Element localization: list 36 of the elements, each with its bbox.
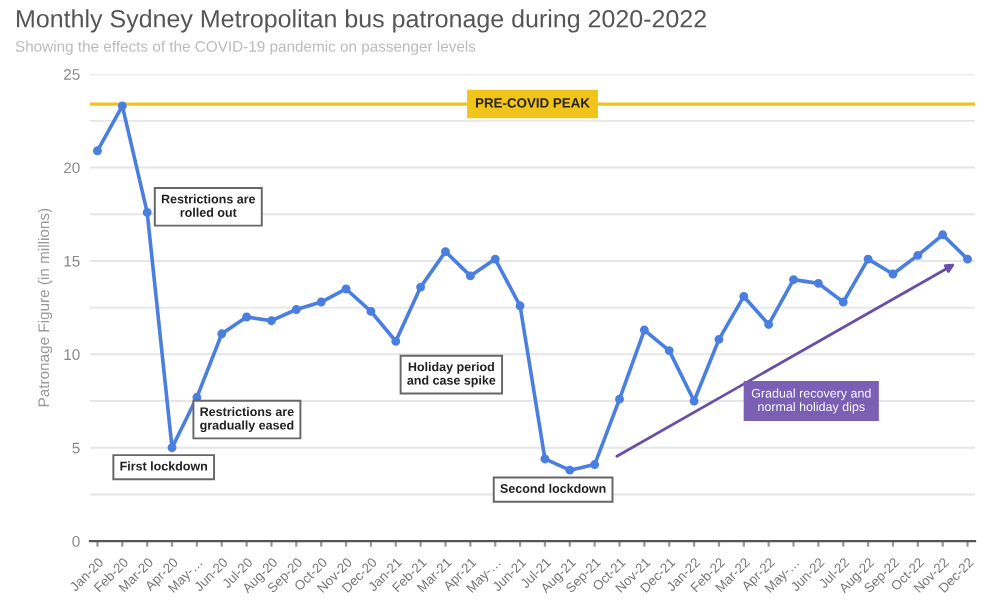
point [888, 269, 898, 279]
point [764, 320, 774, 329]
point [267, 316, 276, 326]
point [863, 254, 873, 264]
point [465, 271, 475, 281]
point [93, 146, 102, 156]
point [664, 346, 674, 356]
point [217, 329, 227, 339]
point [441, 247, 450, 257]
point [615, 394, 624, 404]
point [813, 278, 823, 288]
point [714, 334, 724, 344]
chart-title: Monthly Sydney Metropolitan bus patronage during 2020-2022 [17, 9, 706, 33]
point [913, 250, 923, 260]
point [117, 101, 127, 111]
point [689, 396, 699, 406]
point [242, 312, 252, 322]
point [291, 305, 301, 314]
point [639, 325, 649, 335]
point [341, 284, 351, 294]
point [316, 297, 326, 307]
point [565, 465, 575, 475]
point [540, 454, 550, 464]
point [938, 230, 948, 240]
point [838, 297, 848, 307]
point [391, 336, 401, 346]
point [739, 292, 749, 301]
point [789, 275, 798, 285]
point [515, 301, 525, 311]
point [590, 460, 600, 469]
point [416, 282, 426, 292]
point [366, 306, 376, 316]
point [167, 443, 177, 453]
point [490, 254, 500, 264]
point [963, 254, 972, 264]
point [142, 207, 152, 217]
